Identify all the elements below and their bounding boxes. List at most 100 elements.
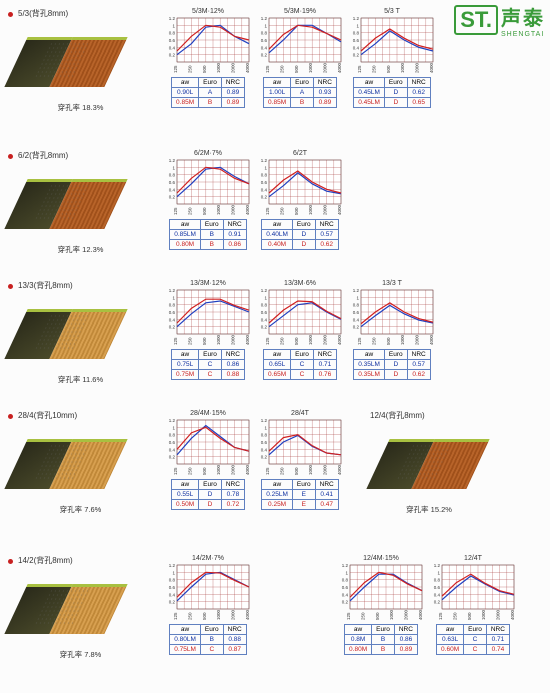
svg-text:0.8: 0.8: [261, 433, 268, 438]
svg-text:1: 1: [264, 23, 267, 28]
chart-group: 5/3M·12% 0.20.40.60.811.2125250500100020…: [165, 8, 435, 113]
svg-text:0.2: 0.2: [169, 600, 176, 605]
svg-text:250: 250: [279, 65, 284, 73]
bullet: [8, 284, 13, 289]
svg-text:1000: 1000: [216, 609, 221, 620]
svg-text:0.4: 0.4: [261, 187, 268, 192]
result-table: awEuroNRC 0.65LC0.71 0.65MC0.76: [263, 349, 337, 380]
svg-text:2000: 2000: [231, 464, 236, 475]
svg-text:500: 500: [294, 467, 299, 475]
svg-text:250: 250: [360, 612, 365, 620]
perf-rate: 穿孔率 11.6%: [8, 374, 153, 385]
result-table: awEuroNRC 1.00LA0.93 0.85MB0.89: [263, 77, 337, 108]
result-table: awEuroNRC 0.45LMD0.62 0.45LMD0.65: [353, 77, 431, 108]
panel-diagram: [8, 22, 126, 100]
svg-text:1000: 1000: [308, 204, 313, 215]
result-table: awEuroNRC 0.85LMB0.91 0.80MB0.86: [169, 219, 247, 250]
svg-text:0.6: 0.6: [169, 585, 176, 590]
svg-text:1000: 1000: [400, 62, 405, 73]
chart-column: 12/4M·15% 0.20.40.60.811.212525050010002…: [338, 555, 424, 655]
svg-text:0.4: 0.4: [353, 45, 360, 50]
svg-text:500: 500: [202, 612, 207, 620]
side-rate: 穿孔率 15.2%: [370, 504, 488, 515]
svg-text:0.2: 0.2: [261, 53, 268, 58]
perf-rate: 穿孔率 7.6%: [8, 504, 153, 515]
svg-text:250: 250: [187, 207, 192, 215]
svg-text:2000: 2000: [415, 334, 420, 345]
absorption-chart: 0.20.40.60.811.2125250500100020004000: [349, 16, 435, 74]
svg-text:1.2: 1.2: [261, 418, 268, 423]
svg-text:1: 1: [172, 23, 175, 28]
svg-text:0.2: 0.2: [169, 195, 176, 200]
svg-text:4000: 4000: [245, 334, 250, 345]
chart-column: 28/4M·15% 0.20.40.60.811.212525050010002…: [165, 410, 251, 515]
svg-text:500: 500: [294, 337, 299, 345]
svg-text:125: 125: [265, 207, 270, 215]
chart-group: 6/2M·7% 0.20.40.60.811.21252505001000200…: [165, 150, 343, 255]
svg-text:1000: 1000: [216, 334, 221, 345]
svg-text:0.6: 0.6: [261, 180, 268, 185]
svg-text:0.8: 0.8: [261, 173, 268, 178]
svg-text:125: 125: [173, 337, 178, 345]
svg-text:125: 125: [357, 65, 362, 73]
chart-title: 12/4T: [464, 555, 482, 562]
result-table: awEuroNRC 0.80LMB0.88 0.75LMC0.87: [169, 624, 247, 655]
svg-text:1: 1: [172, 570, 175, 575]
svg-text:2000: 2000: [231, 609, 236, 620]
svg-text:0.2: 0.2: [261, 325, 268, 330]
chart-column: 6/2M·7% 0.20.40.60.811.21252505001000200…: [165, 150, 251, 255]
svg-text:0.6: 0.6: [261, 440, 268, 445]
svg-text:4000: 4000: [245, 62, 250, 73]
svg-text:0.6: 0.6: [353, 310, 360, 315]
absorption-chart: 0.20.40.60.811.2125250500100020004000: [165, 288, 251, 346]
svg-text:500: 500: [386, 337, 391, 345]
svg-text:125: 125: [173, 65, 178, 73]
svg-text:1: 1: [345, 570, 348, 575]
chart-title: 6/2T: [293, 150, 307, 157]
logo-en: SHENGTAI: [501, 31, 545, 38]
absorption-chart: 0.20.40.60.811.2125250500100020004000: [338, 563, 424, 621]
svg-text:250: 250: [187, 337, 192, 345]
svg-text:0.2: 0.2: [261, 455, 268, 460]
svg-text:2000: 2000: [231, 334, 236, 345]
svg-text:250: 250: [279, 467, 284, 475]
svg-text:4000: 4000: [245, 609, 250, 620]
svg-text:0.2: 0.2: [342, 600, 349, 605]
side-panel: 12/4(背孔8mm) 穿孔率 15.2%: [370, 410, 488, 515]
logo-st: ST.: [454, 5, 498, 35]
svg-text:1000: 1000: [389, 609, 394, 620]
svg-text:0.4: 0.4: [261, 317, 268, 322]
svg-text:1.2: 1.2: [169, 16, 176, 21]
chart-column: 5/3M·19% 0.20.40.60.811.2125250500100020…: [257, 8, 343, 113]
perf-rate: 穿孔率 18.3%: [8, 102, 153, 113]
svg-text:0.8: 0.8: [353, 303, 360, 308]
svg-text:4000: 4000: [337, 464, 342, 475]
svg-text:2000: 2000: [415, 62, 420, 73]
absorption-chart: 0.20.40.60.811.2125250500100020004000: [165, 158, 251, 216]
panel-col: 6/2(背孔8mm) 穿孔率 12.3%: [8, 150, 153, 255]
logo: ST. 声泰 SHENGTAI: [454, 2, 545, 38]
svg-text:0.2: 0.2: [353, 53, 360, 58]
chart-group: 28/4M·15% 0.20.40.60.811.212525050010002…: [165, 410, 343, 515]
side-charts: 12/4M·15% 0.20.40.60.811.212525050010002…: [338, 555, 516, 655]
svg-text:1: 1: [356, 23, 359, 28]
svg-text:0.8: 0.8: [261, 303, 268, 308]
svg-text:0.2: 0.2: [169, 53, 176, 58]
svg-text:0.4: 0.4: [169, 187, 176, 192]
svg-text:2000: 2000: [231, 62, 236, 73]
chart-title: 5/3M·19%: [284, 8, 316, 15]
svg-text:125: 125: [173, 467, 178, 475]
svg-text:0.4: 0.4: [169, 447, 176, 452]
result-table: awEuroNRC 0.55LD0.78 0.50MD0.72: [171, 479, 245, 510]
svg-text:0.8: 0.8: [342, 578, 349, 583]
svg-text:4000: 4000: [337, 204, 342, 215]
chart-column: 14/2M·7% 0.20.40.60.811.2125250500100020…: [165, 555, 251, 660]
svg-text:250: 250: [279, 207, 284, 215]
svg-text:500: 500: [202, 337, 207, 345]
svg-text:125: 125: [357, 337, 362, 345]
svg-text:0.6: 0.6: [342, 585, 349, 590]
svg-text:2000: 2000: [323, 334, 328, 345]
panel-diagram: [8, 569, 126, 647]
chart-group: 14/2M·7% 0.20.40.60.811.2125250500100020…: [165, 555, 251, 660]
svg-text:4000: 4000: [245, 464, 250, 475]
